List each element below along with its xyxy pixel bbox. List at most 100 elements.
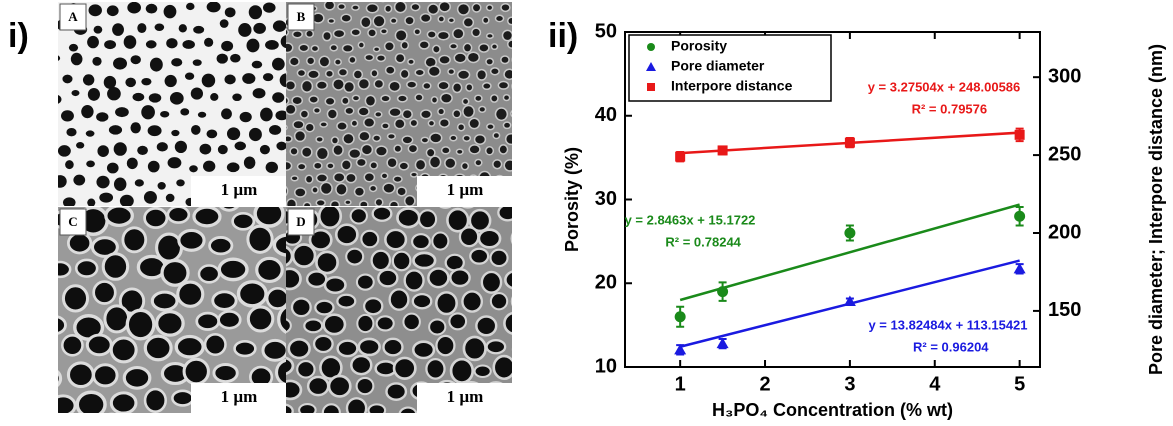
- pore: [297, 361, 314, 377]
- pore: [86, 130, 95, 136]
- pore: [115, 107, 129, 117]
- pore: [432, 233, 448, 250]
- legend-marker: [647, 43, 655, 51]
- pore: [63, 286, 87, 311]
- pore: [358, 79, 369, 90]
- pore: [390, 18, 396, 23]
- pore: [493, 160, 502, 169]
- pore: [351, 29, 360, 36]
- pore: [377, 316, 394, 330]
- pore: [252, 61, 262, 69]
- pore: [185, 73, 194, 80]
- pore: [65, 160, 74, 169]
- pore: [83, 74, 94, 85]
- legend-label: Porosity: [671, 38, 727, 54]
- pore: [302, 80, 313, 92]
- pore: [165, 75, 177, 87]
- pore: [426, 359, 444, 378]
- x-tick-label: 5: [1014, 373, 1025, 395]
- pore: [300, 110, 308, 118]
- pore: [407, 81, 417, 88]
- marker: [675, 311, 686, 322]
- pore: [272, 92, 284, 102]
- pore: [385, 5, 392, 12]
- panel-label: i): [8, 17, 29, 55]
- pore: [304, 319, 322, 332]
- pore: [438, 81, 449, 89]
- pore: [227, 127, 240, 140]
- pore: [189, 165, 198, 172]
- pore: [68, 233, 90, 253]
- pore: [522, 41, 534, 53]
- pore: [76, 142, 84, 149]
- pore: [439, 2, 450, 12]
- pore: [433, 45, 440, 53]
- pore: [319, 56, 329, 67]
- pore: [130, 122, 140, 133]
- pore: [413, 294, 431, 308]
- pore: [414, 253, 436, 268]
- pore: [463, 135, 470, 141]
- pore: [351, 120, 357, 126]
- pore: [503, 95, 509, 101]
- pore: [154, 419, 175, 426]
- marker: [717, 286, 728, 297]
- pore: [365, 54, 374, 60]
- legend-label: Pore diameter: [671, 58, 765, 74]
- pore: [297, 70, 305, 77]
- pore: [511, 110, 519, 118]
- pore: [427, 31, 436, 38]
- pore: [438, 16, 444, 22]
- pore: [77, 392, 105, 417]
- pore: [351, 356, 371, 374]
- legend-label: Interpore distance: [671, 78, 793, 94]
- pore: [302, 147, 312, 157]
- pore: [479, 44, 489, 52]
- pore: [486, 58, 493, 65]
- pore: [501, 56, 509, 64]
- pore: [449, 313, 466, 329]
- pore: [330, 45, 337, 51]
- pore: [179, 24, 187, 32]
- pore: [453, 110, 461, 118]
- annotation: R² = 0.96204: [913, 339, 989, 354]
- pore: [295, 188, 306, 197]
- pore: [450, 44, 458, 49]
- pore: [221, 41, 233, 51]
- pore: [88, 88, 100, 101]
- pore: [487, 340, 506, 353]
- pore: [337, 122, 347, 130]
- pore: [327, 163, 334, 169]
- pore: [401, 41, 408, 49]
- pore: [272, 58, 285, 71]
- y2-tick-label: 150: [1048, 299, 1081, 321]
- pore: [325, 97, 335, 105]
- pore: [333, 30, 344, 38]
- pore: [461, 163, 468, 170]
- pore: [320, 182, 332, 194]
- pore: [315, 301, 333, 315]
- sem-background: [58, 2, 286, 206]
- pore: [491, 44, 497, 49]
- pore: [415, 159, 425, 170]
- pore: [111, 338, 136, 362]
- pore: [458, 124, 465, 131]
- pore: [438, 108, 445, 115]
- pore: [242, 73, 255, 84]
- pore: [109, 125, 122, 134]
- pore: [69, 44, 78, 52]
- pore: [316, 147, 328, 159]
- x-tick-label: 1: [675, 373, 686, 395]
- pore: [403, 314, 419, 330]
- pore: [373, 135, 381, 141]
- pore: [272, 413, 296, 426]
- pore: [504, 69, 514, 79]
- marker: [717, 338, 729, 349]
- pore: [344, 81, 355, 92]
- pore: [512, 200, 522, 209]
- pore: [224, 75, 235, 85]
- pore: [337, 295, 355, 308]
- pore: [41, 194, 53, 203]
- pore: [517, 146, 526, 156]
- pore: [494, 356, 515, 379]
